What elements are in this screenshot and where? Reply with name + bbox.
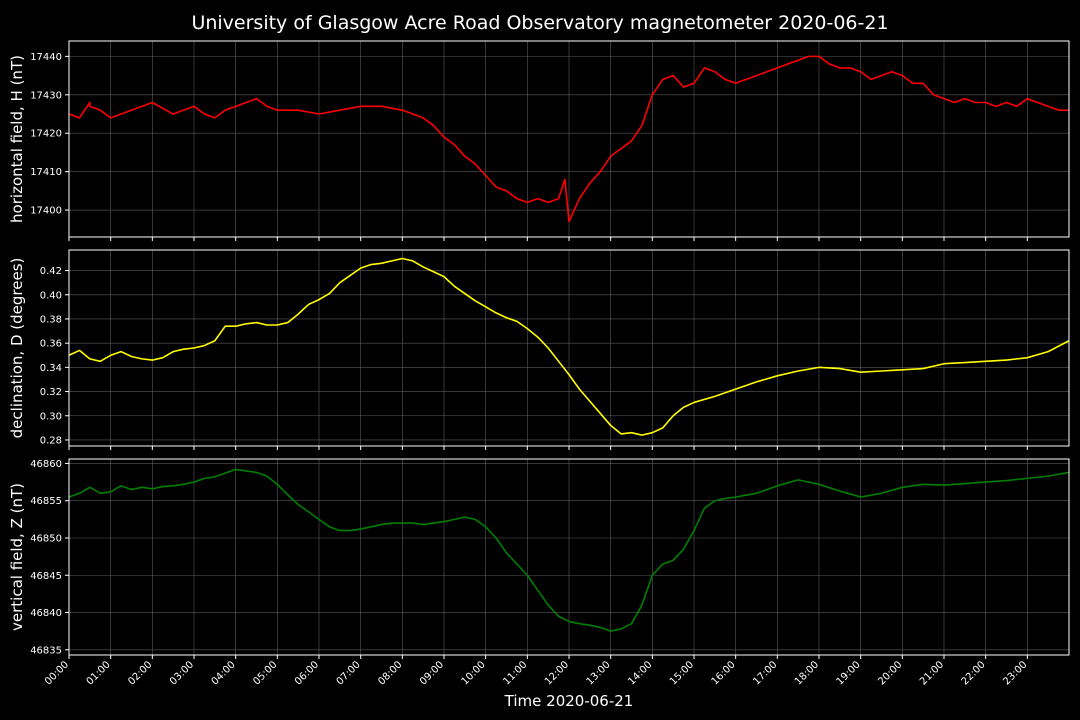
h-ytick-label-4: 17440 <box>30 52 62 63</box>
z-xtick-label-12: 12:00 <box>543 659 571 687</box>
h-ytick-label-3: 17430 <box>30 90 62 101</box>
z-y-axis-label: vertical field, Z (nT) <box>8 483 26 631</box>
z-xtick-label-13: 13:00 <box>585 659 613 687</box>
h-ytick-label-2: 17420 <box>30 129 62 140</box>
d-ytick-label-0: 0.28 <box>40 435 62 446</box>
h-series-line <box>68 55 1069 223</box>
z-ytick-label-4: 46855 <box>30 496 62 507</box>
z-xtick-label-19: 19:00 <box>835 659 863 687</box>
d-ytick-label-7: 0.42 <box>40 266 62 277</box>
z-xtick-label-15: 15:00 <box>668 659 696 687</box>
z-xtick-label-0: 00:00 <box>43 659 71 687</box>
z-ytick-label-3: 46850 <box>30 533 62 544</box>
z-xtick-label-9: 09:00 <box>418 659 446 687</box>
figure-title: University of Glasgow Acre Road Observat… <box>191 12 888 34</box>
z-ytick-label-5: 46860 <box>30 459 62 470</box>
z-ytick-label-2: 46845 <box>30 571 62 582</box>
z-xtick-label-1: 01:00 <box>85 659 113 687</box>
z-ytick-label-0: 46835 <box>30 645 62 656</box>
h-y-axis-label: horizontal field, H (nT) <box>8 55 26 223</box>
z-ytick-label-1: 46840 <box>30 608 62 619</box>
z-xtick-label-10: 10:00 <box>460 659 488 687</box>
d-ytick-label-5: 0.38 <box>40 314 62 325</box>
d-y-axis-label: declination, D (degrees) <box>8 258 26 439</box>
z-xtick-label-11: 11:00 <box>501 659 529 687</box>
h-ytick-label-0: 17400 <box>30 206 62 217</box>
z-xtick-label-16: 16:00 <box>710 659 738 687</box>
declination-panel: 0.28 0.30 0.32 0.34 0.36 0.38 0.40 0.42 declinat… <box>8 249 1070 450</box>
vertical-field-panel: 46835 46840 46845 46850 46855 46860 00:00 01:00… <box>8 458 1070 688</box>
z-xtick-label-20: 20:00 <box>876 659 904 687</box>
d-ytick-label-1: 0.30 <box>40 411 62 422</box>
z-xtick-label-5: 05:00 <box>251 659 279 687</box>
z-xtick-label-4: 04:00 <box>210 659 238 687</box>
z-xtick-label-8: 08:00 <box>376 659 404 687</box>
d-ytick-label-6: 0.40 <box>40 290 62 301</box>
horizontal-field-panel: 17400 17410 17420 17430 17440 horizontal fiel… <box>8 40 1070 241</box>
d-ytick-label-4: 0.36 <box>40 339 62 350</box>
d-ytick-label-3: 0.34 <box>40 363 62 374</box>
x-axis-label: Time 2020-06-21 <box>504 692 634 710</box>
z-xtick-label-21: 21:00 <box>918 659 946 687</box>
z-xtick-label-2: 02:00 <box>126 659 154 687</box>
z-xtick-label-23: 23:00 <box>1001 659 1029 687</box>
z-xtick-label-7: 07:00 <box>335 659 363 687</box>
z-xtick-label-6: 06:00 <box>293 659 321 687</box>
z-series-line <box>68 468 1070 632</box>
d-ytick-label-2: 0.32 <box>40 387 62 398</box>
h-ytick-label-1: 17410 <box>30 167 62 178</box>
z-xtick-label-3: 03:00 <box>168 659 196 687</box>
z-xtick-label-18: 18:00 <box>793 659 821 687</box>
z-xtick-label-14: 14:00 <box>626 659 654 687</box>
z-xtick-label-17: 17:00 <box>751 659 779 687</box>
d-series-line <box>68 257 1070 436</box>
z-xtick-label-22: 22:00 <box>960 659 988 687</box>
